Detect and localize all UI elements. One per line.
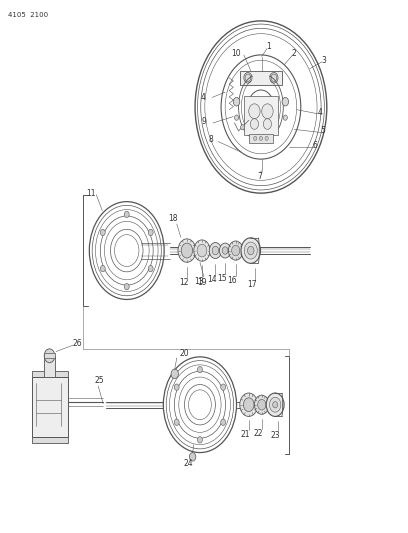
Text: 2: 2 xyxy=(291,50,296,58)
Text: 18: 18 xyxy=(168,214,177,223)
Text: 15: 15 xyxy=(217,274,227,283)
Circle shape xyxy=(221,419,226,425)
Circle shape xyxy=(241,238,261,263)
Circle shape xyxy=(181,243,193,258)
Circle shape xyxy=(124,211,129,217)
Bar xyxy=(44,356,55,377)
Circle shape xyxy=(255,395,269,414)
Bar xyxy=(32,370,68,377)
Text: 11: 11 xyxy=(86,189,95,198)
Circle shape xyxy=(220,243,231,258)
Text: 4105  2100: 4105 2100 xyxy=(8,12,48,18)
Circle shape xyxy=(194,240,210,261)
Circle shape xyxy=(264,119,271,130)
Circle shape xyxy=(174,384,179,390)
Circle shape xyxy=(178,239,196,262)
Bar xyxy=(240,71,282,85)
Text: 14: 14 xyxy=(207,275,217,284)
Circle shape xyxy=(249,104,260,119)
Circle shape xyxy=(262,104,273,119)
Text: 4: 4 xyxy=(318,108,323,117)
Circle shape xyxy=(259,136,263,141)
Circle shape xyxy=(233,98,240,106)
Circle shape xyxy=(244,398,254,411)
Circle shape xyxy=(44,349,55,363)
Circle shape xyxy=(235,115,239,120)
Text: 22: 22 xyxy=(254,429,263,438)
Circle shape xyxy=(241,125,245,130)
Circle shape xyxy=(273,401,277,408)
Circle shape xyxy=(269,397,281,412)
Circle shape xyxy=(197,367,202,373)
Bar xyxy=(244,96,278,135)
Circle shape xyxy=(251,119,259,130)
Text: 19: 19 xyxy=(197,278,207,287)
Text: 25: 25 xyxy=(94,376,104,385)
Text: 12: 12 xyxy=(179,278,188,287)
Circle shape xyxy=(244,72,252,83)
Text: 23: 23 xyxy=(271,431,280,440)
Circle shape xyxy=(283,115,287,120)
Circle shape xyxy=(100,265,105,272)
Circle shape xyxy=(148,229,153,236)
Circle shape xyxy=(254,136,257,141)
Circle shape xyxy=(189,453,196,461)
Bar xyxy=(32,377,68,437)
Text: 21: 21 xyxy=(241,430,250,439)
Bar xyxy=(32,437,68,443)
Circle shape xyxy=(248,246,254,255)
Circle shape xyxy=(258,399,266,410)
Circle shape xyxy=(266,393,284,416)
Circle shape xyxy=(148,265,153,272)
Text: 6: 6 xyxy=(313,141,318,150)
Text: 17: 17 xyxy=(247,279,256,288)
Circle shape xyxy=(174,419,179,425)
Text: 24: 24 xyxy=(184,459,193,467)
Text: 4: 4 xyxy=(201,93,206,102)
Circle shape xyxy=(232,245,240,256)
Circle shape xyxy=(240,393,258,416)
Circle shape xyxy=(221,384,226,390)
Circle shape xyxy=(209,243,222,259)
Circle shape xyxy=(222,247,228,254)
Circle shape xyxy=(197,244,207,257)
Text: 26: 26 xyxy=(72,339,82,348)
Circle shape xyxy=(124,284,129,290)
Text: 9: 9 xyxy=(202,117,207,126)
Text: 13: 13 xyxy=(194,277,204,286)
Circle shape xyxy=(171,369,178,378)
Bar xyxy=(249,134,273,143)
Text: 3: 3 xyxy=(321,56,326,65)
Text: 1: 1 xyxy=(266,43,271,52)
Bar xyxy=(44,353,55,358)
Circle shape xyxy=(270,72,278,83)
Circle shape xyxy=(228,241,243,260)
Text: 16: 16 xyxy=(228,276,237,285)
Circle shape xyxy=(197,437,202,443)
Text: 20: 20 xyxy=(180,349,189,358)
Circle shape xyxy=(100,229,105,236)
Circle shape xyxy=(212,246,219,255)
Text: 8: 8 xyxy=(209,135,214,144)
Text: 10: 10 xyxy=(232,50,241,58)
Circle shape xyxy=(265,136,268,141)
Text: 5: 5 xyxy=(320,126,325,135)
Text: 7: 7 xyxy=(258,172,262,181)
Circle shape xyxy=(244,242,257,259)
Circle shape xyxy=(282,98,288,106)
